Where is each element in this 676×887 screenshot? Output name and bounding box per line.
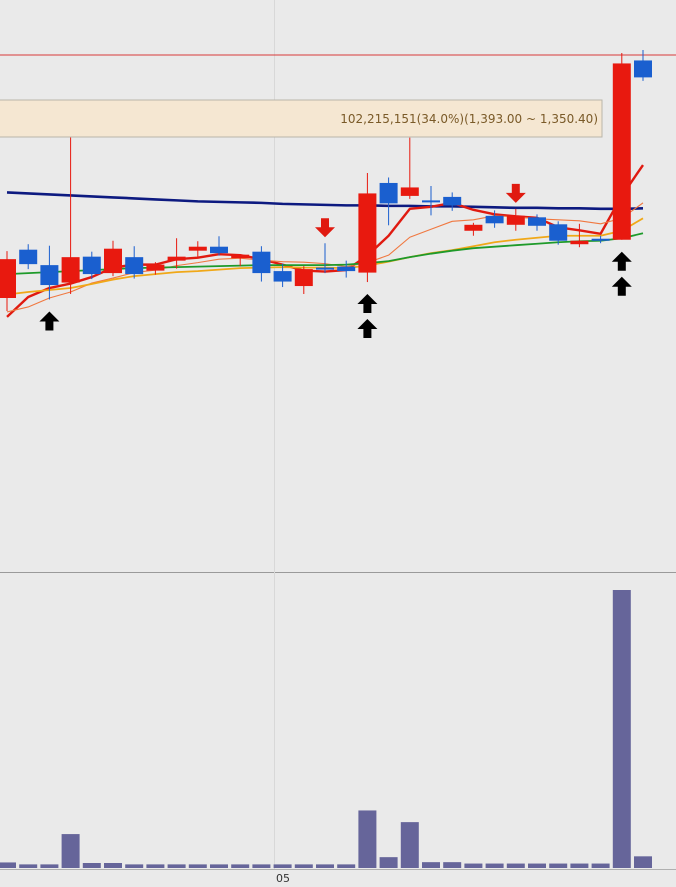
- volume-bar: [104, 862, 122, 868]
- buy-signal-arrow: [611, 251, 632, 271]
- x-axis: 05: [276, 872, 290, 885]
- candle-body: [167, 256, 186, 261]
- volume-bar: [549, 863, 568, 868]
- candle-body: [19, 249, 38, 265]
- volume-bar: [443, 862, 462, 868]
- candle-body: [506, 215, 525, 225]
- moving-average-line: [6, 191, 644, 211]
- candle-body: [337, 266, 356, 272]
- volume-bar: [40, 864, 59, 868]
- candle-body: [146, 264, 165, 271]
- volume-bar: [506, 863, 525, 868]
- volume-bar: [634, 856, 652, 868]
- candle-body: [634, 60, 652, 78]
- volume-bar: [379, 857, 398, 868]
- volume-bar: [19, 864, 38, 868]
- volume-bar: [570, 863, 589, 868]
- candle-body: [104, 248, 122, 274]
- buy-signal-arrow: [611, 276, 632, 296]
- candle-body: [0, 259, 16, 298]
- tooltip-box: [0, 99, 603, 138]
- sell-signal-arrow: [505, 183, 526, 203]
- candle-body: [40, 265, 59, 286]
- volume-bar: [358, 810, 377, 868]
- volume-bar: [231, 864, 250, 868]
- volume-bar: [252, 864, 271, 868]
- volume-bar: [0, 862, 16, 868]
- moving-average-lines: [6, 164, 644, 318]
- signal-arrows: [39, 183, 632, 339]
- volume-bar: [400, 822, 419, 868]
- volume-bar: [61, 834, 80, 868]
- volume-bar: [146, 864, 165, 868]
- sell-signal-arrow: [315, 218, 335, 238]
- candle-body: [358, 193, 377, 273]
- volume-bar: [422, 862, 440, 868]
- volume-bar: [167, 864, 186, 868]
- candle-body: [464, 224, 483, 231]
- candle-body: [528, 217, 546, 226]
- candle-body: [82, 256, 101, 275]
- candle-body: [231, 254, 250, 259]
- candles: [0, 49, 652, 311]
- tooltip-text: 102,215,151(34.0%)(1,393.00 ~ 1,350.40): [340, 112, 598, 126]
- candle-body: [379, 182, 398, 204]
- candle-body: [485, 215, 504, 224]
- candle-body: [591, 238, 610, 241]
- volume-bar: [294, 864, 313, 868]
- volume-bar: [612, 590, 631, 868]
- buy-signal-arrow: [357, 294, 378, 314]
- volume-bar: [337, 864, 356, 868]
- volume-bar: [316, 864, 334, 868]
- candle-body: [273, 271, 292, 282]
- candle-body: [570, 240, 589, 245]
- volume-bar: [188, 864, 207, 868]
- candle-body: [612, 63, 631, 240]
- volume-bar: [125, 864, 144, 868]
- x-tick-label: 05: [276, 872, 290, 883]
- candle-body: [316, 267, 334, 270]
- candle-body: [294, 269, 313, 287]
- buy-signal-arrow: [357, 319, 378, 339]
- buy-signal-arrow: [39, 311, 60, 331]
- volume-bars: [0, 590, 652, 868]
- volume-bar: [273, 864, 292, 868]
- candle-body: [400, 187, 419, 196]
- volume-bar: [210, 864, 228, 868]
- candle-body: [252, 251, 271, 274]
- candle-body: [188, 246, 207, 251]
- candle-body: [125, 257, 144, 275]
- candle-body: [422, 200, 440, 203]
- volume-bar: [464, 863, 483, 868]
- candle-body: [61, 257, 80, 283]
- price-tooltip: 102,215,151(34.0%)(1,393.00 ~ 1,350.40): [0, 99, 603, 138]
- volume-bar: [485, 863, 504, 868]
- candle-body: [443, 196, 462, 206]
- candle-body: [210, 246, 228, 254]
- moving-average-line: [6, 164, 644, 318]
- volume-bar: [528, 863, 546, 868]
- candle-body: [549, 224, 568, 241]
- volume-bar: [591, 863, 610, 868]
- volume-bar: [82, 862, 101, 868]
